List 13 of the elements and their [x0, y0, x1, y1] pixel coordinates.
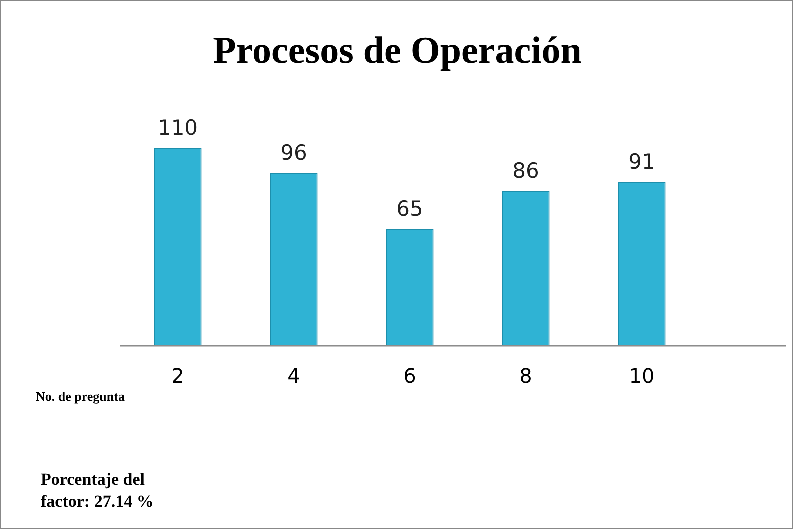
data-label: 96 [280, 141, 308, 166]
x-tick-label: 2 [172, 364, 184, 388]
x-tick-label: 6 [404, 364, 416, 388]
data-label: 65 [396, 196, 424, 221]
data-label: 91 [628, 150, 656, 174]
x-tick-label: 4 [288, 364, 300, 388]
x-tick-label: 10 [629, 364, 655, 388]
x-axis-title: No. de pregunta [36, 389, 125, 405]
data-label: 110 [158, 116, 198, 140]
text: Porcentaje del factor: 27.14 % [41, 469, 155, 513]
chart-title: Procesos de Operación [212, 29, 583, 73]
data-label: 86 [512, 159, 540, 184]
x-tick-label: 8 [520, 364, 532, 388]
